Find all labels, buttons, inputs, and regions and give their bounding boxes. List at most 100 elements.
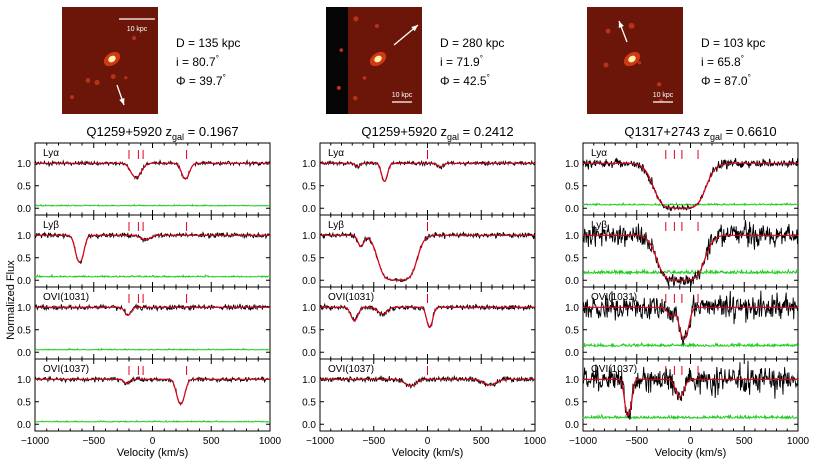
x-tick-label: 500 [736,436,753,447]
model-fit [583,306,798,340]
y-tick-label: 1.0 [302,159,316,170]
flux-spectrum [582,157,799,212]
panel-frame [34,142,271,216]
z-value: = 0.2412 [459,124,514,139]
y-tick-label: 0.0 [302,420,316,431]
z-subscript: gal [447,132,459,142]
panel-frame [582,214,799,288]
y-tick-label: 0.5 [565,397,579,408]
background-source [110,74,116,80]
x-tick-label: −1000 [306,436,335,447]
model-fit [320,234,535,281]
transition-label: OVI(1031) [43,292,89,303]
quasar-name: Q1259+5920 [86,124,165,139]
y-tick-label: 1.0 [17,303,31,314]
transition-label: Lyα [43,148,59,159]
y-tick-label: 0.5 [17,181,31,192]
transition-label: Lyα [328,148,344,159]
y-tick-label: 0.0 [565,204,579,215]
galaxy-core [628,55,636,63]
azimuth-label: Φ = 42.5° [440,73,490,88]
degree-mark: ° [487,73,490,82]
y-tick-label: 0.5 [302,397,316,408]
degree-mark: ° [223,73,226,82]
spectrum-panel-3-2: 0.0 0.5 1.0 Lyβ [565,214,799,288]
galaxy-panel-1: 10 kpc D = 135 kpc i = 80.7° Φ = 39.7° [62,7,240,114]
inclination-label: i = 65.8° [701,54,744,69]
background-source [603,62,609,68]
background-source [628,22,635,29]
error-spectrum [582,413,799,420]
error-spectrum [34,273,271,279]
model-fit [35,162,270,180]
spectrum-panel-2-4: 0.0 0.5 1.0 OVI(1037) −1000 −500 0 500 1000 Veloc… [302,358,547,459]
spectrum-panel-3-1: 0.0 0.5 1.0 Lyα [565,142,799,216]
z-label: z [166,124,173,139]
arrow-head [411,25,418,32]
y-tick-label: 0.0 [565,348,579,359]
y-tick-label: 1.0 [302,231,316,242]
y-tick-label: 0.5 [17,397,31,408]
z-label: z [441,124,448,139]
x-tick-label: 500 [473,436,490,447]
distance-label: D = 135 kpc [176,36,240,50]
x-tick-label: 1000 [259,436,282,447]
y-tick-label: 1.0 [17,375,31,386]
x-tick-label: −500 [625,436,648,447]
model-fit [320,378,535,387]
x-axis-label: Velocity (km/s) [392,447,464,459]
transition-label: OVI(1037) [328,364,374,375]
transition-label: OVI(1037) [591,364,637,375]
inclination-label: i = 80.7° [176,54,219,69]
error-spectrum [582,201,799,207]
background-source [336,85,341,90]
model-fit [320,306,535,329]
y-tick-label: 1.0 [565,159,579,170]
arrow-head [119,98,125,105]
x-tick-label: 0 [688,436,694,447]
transition-label: OVI(1031) [328,292,374,303]
x-tick-label: −1000 [569,436,598,447]
quasar-name: Q1317+2743 [624,124,703,139]
distance-label: D = 103 kpc [701,36,765,50]
flux-spectrum [34,375,271,407]
y-tick-label: 1.0 [302,303,316,314]
y-tick-label: 1.0 [17,231,31,242]
y-tick-label: 0.0 [302,348,316,359]
y-tick-label: 0.0 [17,204,31,215]
arrow-head [618,21,624,28]
quasar-name: Q1259+5920 [361,124,440,139]
x-tick-label: 1000 [787,436,810,447]
y-tick-label: 0.5 [565,181,579,192]
spectrum-panel-2-1: 0.0 0.5 1.0 Lyα [302,142,536,216]
transition-label: Lyβ [43,220,59,231]
model-fit [320,162,535,182]
background-source [339,48,344,52]
x-tick-label: 1000 [524,436,547,447]
x-tick-label: −500 [362,436,385,447]
z-subscript: gal [172,132,184,142]
spectrum-panel-2-3: 0.0 0.5 1.0 OVI(1031) [302,286,536,360]
y-tick-label: 0.0 [17,348,31,359]
transition-label: OVI(1031) [591,292,637,303]
transition-label: Lyβ [328,220,344,231]
spectrum-panel-3-4: 0.0 0.5 1.0 OVI(1037) −1000 −500 0 500 1000 Veloc… [565,358,810,459]
background-source [353,95,358,101]
y-tick-label: 0.0 [17,276,31,287]
galaxy-panel-3: 10 kpc D = 103 kpc i = 65.8° Φ = 87.0° [587,7,765,114]
y-tick-label: 0.5 [17,325,31,336]
distance-label: D = 280 kpc [440,36,504,50]
y-tick-label: 0.0 [302,276,316,287]
transition-label: Lyα [591,148,607,159]
spectrum-panel-1-4: 0.0 0.5 1.0 OVI(1037) −1000 −500 0 500 1000 Veloc… [17,358,282,459]
flux-spectrum [582,220,799,287]
x-tick-label: −1000 [21,436,50,447]
degree-mark: ° [741,54,744,63]
background-source [94,79,100,86]
y-tick-label: 0.5 [302,181,316,192]
degree-mark: ° [748,73,751,82]
background-source [362,76,367,80]
scale-label: 10 kpc [653,92,674,99]
spectrum-panel-1-3: 0.0 0.5 1.0 OVI(1031) [17,286,271,360]
scale-label: 10 kpc [392,92,413,99]
